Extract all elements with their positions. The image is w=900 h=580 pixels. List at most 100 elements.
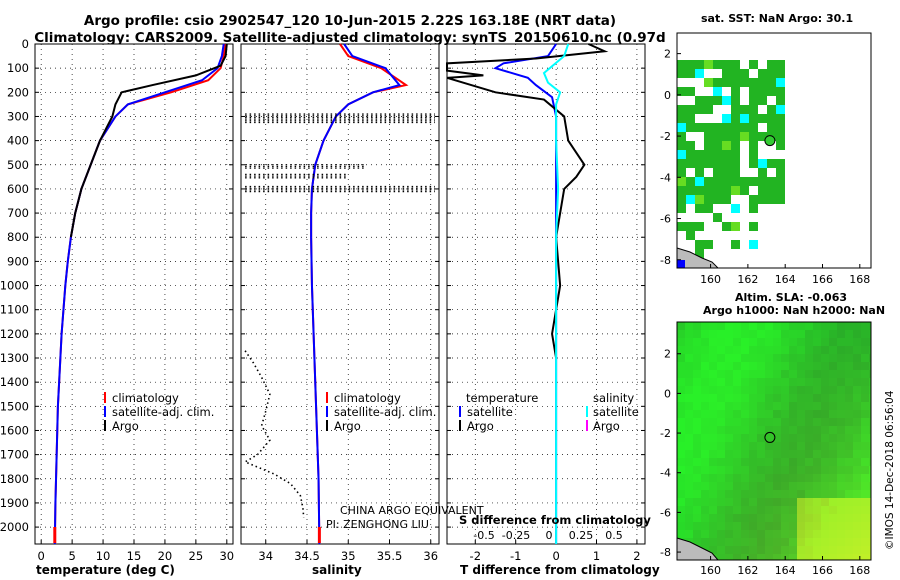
sla-cell (733, 554, 742, 561)
sla-cell (829, 466, 838, 475)
sla-cell (869, 482, 872, 491)
legend-heading: temperature (466, 391, 538, 405)
sla-cell (741, 346, 750, 355)
sla-cell (813, 338, 822, 347)
sla-cell (693, 514, 702, 523)
sla-cell (781, 426, 790, 435)
sst-cell (704, 159, 713, 168)
sst-cell (722, 141, 731, 150)
sst-cell (767, 159, 776, 168)
sla-cell (757, 426, 766, 435)
sst-cell (686, 105, 695, 114)
sla-cell (773, 330, 782, 339)
sst-cell (695, 96, 704, 105)
sla-cell (789, 482, 798, 491)
sla-cell (845, 522, 854, 531)
sla-cell (869, 474, 872, 483)
sla-cell (797, 554, 806, 561)
sla-cell (741, 538, 750, 547)
sla-cell (725, 370, 734, 379)
depth-tick-label: 0 (22, 37, 29, 51)
sla-cell (869, 370, 872, 379)
sst-cell (731, 105, 740, 114)
sst-cell (686, 87, 695, 96)
sla-cell (853, 546, 862, 555)
sla-cell (813, 466, 822, 475)
sla-cell (677, 442, 686, 451)
sla-cell (733, 442, 742, 451)
sla-cell (717, 450, 726, 459)
sla-cell (693, 362, 702, 371)
sla-cell (677, 434, 686, 443)
legend-label: climatology (112, 391, 179, 405)
sla-cell (797, 450, 806, 459)
sla-cell (709, 394, 718, 403)
depth-tick-label: 600 (7, 182, 29, 196)
sla-cell (789, 426, 798, 435)
sla-cell (845, 378, 854, 387)
sla-cell (829, 514, 838, 523)
sla-cell (709, 490, 718, 499)
sst-cell (677, 60, 686, 69)
sla-cell (725, 354, 734, 363)
sst-cell (677, 168, 686, 177)
sla-cell (677, 450, 686, 459)
sst-cell (704, 123, 713, 132)
sla-cell (861, 506, 870, 515)
y-tick-label: -8 (660, 546, 671, 559)
sla-cell (805, 530, 814, 539)
sla-cell (725, 522, 734, 531)
sla-cell (853, 522, 862, 531)
sla-cell (749, 418, 758, 427)
sla-cell (725, 450, 734, 459)
sla-cell (861, 538, 870, 547)
sla-cell (861, 386, 870, 395)
sst-cell (686, 186, 695, 195)
sla-cell (741, 474, 750, 483)
sla-cell (685, 434, 694, 443)
sla-cell (733, 490, 742, 499)
sla-cell (845, 362, 854, 371)
sla-cell (837, 346, 846, 355)
sla-cell (685, 330, 694, 339)
sla-cell (685, 466, 694, 475)
sst-cell (776, 96, 785, 105)
sst-cell (695, 168, 704, 177)
sla-cell (773, 554, 782, 561)
sla-cell (725, 378, 734, 387)
sla-cell (749, 330, 758, 339)
sla-cell (805, 338, 814, 347)
sst-cell (713, 159, 722, 168)
sla-cell (813, 546, 822, 555)
sla-cell (861, 418, 870, 427)
sla-cell (789, 346, 798, 355)
sst-cell (740, 114, 749, 123)
sla-cell (853, 354, 862, 363)
sla-cell (709, 338, 718, 347)
sst-cell (722, 150, 731, 159)
sla-cell (765, 554, 774, 561)
sst-cell (776, 177, 785, 186)
sla-cell (845, 434, 854, 443)
sla-cell (861, 338, 870, 347)
sst-cell (731, 186, 740, 195)
sla-cell (853, 466, 862, 475)
x-tick-label: 162 (737, 564, 758, 577)
sla-cell (853, 506, 862, 515)
sla-cell (869, 434, 872, 443)
sla-cell (757, 442, 766, 451)
sla-cell (861, 522, 870, 531)
sla-cell (701, 354, 710, 363)
sla-cell (837, 410, 846, 419)
sla-cell (685, 506, 694, 515)
sla-cell (685, 362, 694, 371)
sla-cell (805, 410, 814, 419)
x-tick-label: 168 (849, 564, 870, 577)
sla-cell (805, 362, 814, 371)
sla-cell (773, 426, 782, 435)
sla-cell (789, 490, 798, 499)
sla-cell (861, 554, 870, 561)
sla-cell (845, 354, 854, 363)
sla-cell (709, 450, 718, 459)
